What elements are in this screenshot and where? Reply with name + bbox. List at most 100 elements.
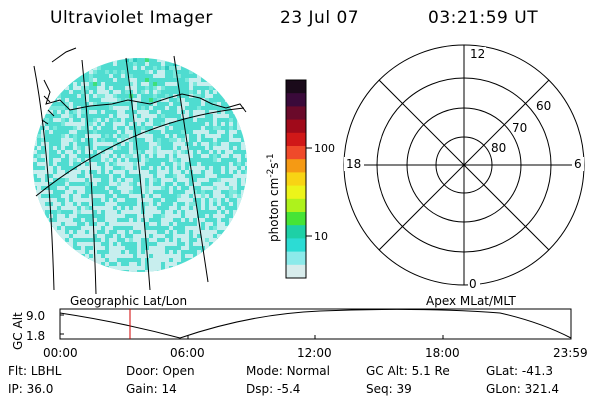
image-pixel [233,270,237,274]
image-pixel [165,210,169,214]
image-pixel [149,174,153,178]
image-pixel [137,234,141,238]
image-pixel [73,122,77,126]
image-pixel [53,174,57,178]
image-pixel [65,142,69,146]
image-pixel [233,222,237,226]
image-pixel [145,110,149,114]
image-pixel [165,238,169,242]
image-pixel [221,166,225,170]
image-pixel [189,190,193,194]
image-pixel [193,210,197,214]
image-pixel [149,134,153,138]
image-pixel [45,266,49,270]
image-pixel [33,170,37,174]
image-pixel [189,270,193,274]
image-pixel [57,186,61,190]
image-pixel [161,174,165,178]
image-pixel [161,170,165,174]
image-pixel [173,162,177,166]
image-pixel [153,246,157,250]
image-pixel [113,266,117,270]
image-pixel [193,166,197,170]
image-pixel [161,270,165,274]
image-pixel [53,106,57,110]
image-pixel [165,82,169,86]
image-pixel [77,194,81,198]
image-pixel [133,270,137,274]
image-pixel [209,234,213,238]
image-pixel [125,254,129,258]
image-pixel [133,210,137,214]
image-pixel [153,254,157,258]
image-pixel [61,194,65,198]
image-pixel [61,218,65,222]
image-pixel [213,74,217,78]
image-pixel [161,70,165,74]
image-pixel [49,66,53,70]
image-pixel [221,186,225,190]
image-pixel [173,138,177,142]
image-pixel [73,178,77,182]
image-pixel [185,182,189,186]
image-pixel [181,166,185,170]
image-pixel [141,126,145,130]
image-pixel [53,230,57,234]
image-pixel [185,214,189,218]
image-pixel [157,202,161,206]
image-pixel [121,70,125,74]
image-pixel [109,250,113,254]
image-pixel [113,250,117,254]
image-pixel [229,234,233,238]
image-pixel [149,250,153,254]
image-pixel [61,170,65,174]
image-pixel [205,186,209,190]
image-pixel [205,238,209,242]
image-pixel [53,118,57,122]
image-pixel [157,86,161,90]
image-pixel [201,102,205,106]
image-pixel [57,214,61,218]
image-pixel [221,82,225,86]
image-pixel [129,58,133,62]
image-pixel [153,90,157,94]
image-pixel [225,66,229,70]
image-pixel [153,66,157,70]
image-pixel [105,226,109,230]
image-pixel [225,114,229,118]
image-pixel [97,266,101,270]
image-pixel [233,190,237,194]
image-pixel [125,90,129,94]
image-pixel [121,114,125,118]
image-pixel [81,186,85,190]
image-pixel [33,62,37,66]
image-pixel [213,198,217,202]
color-scale-step [286,80,306,94]
image-pixel [117,230,121,234]
image-pixel [177,186,181,190]
image-pixel [121,246,125,250]
image-pixel [125,186,129,190]
image-pixel [141,134,145,138]
image-pixel [85,150,89,154]
image-pixel [229,238,233,242]
image-pixel [109,206,113,210]
image-pixel [65,266,69,270]
image-pixel [117,214,121,218]
image-pixel [205,146,209,150]
image-pixel [245,58,249,62]
image-pixel [201,230,205,234]
image-pixel [145,90,149,94]
image-pixel [185,110,189,114]
image-pixel [229,66,233,70]
image-pixel [233,130,237,134]
image-pixel [209,254,213,258]
image-pixel [245,214,249,218]
image-pixel [73,270,77,274]
image-pixel [205,194,209,198]
image-pixel [65,198,69,202]
image-pixel [85,242,89,246]
image-pixel [225,86,229,90]
image-pixel [133,106,137,110]
image-pixel [245,250,249,254]
